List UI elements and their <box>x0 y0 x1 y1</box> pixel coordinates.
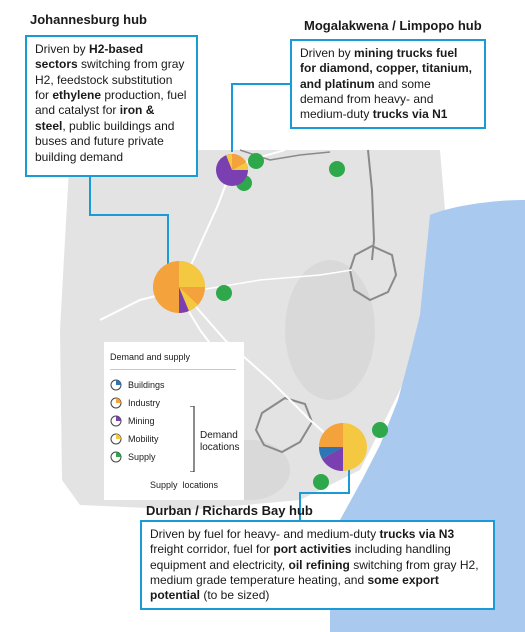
mogalakwena-hub-title: Mogalakwena / Limpopo hub <box>304 18 482 33</box>
legend-pie-icon <box>110 433 122 445</box>
legend-item-mobility: Mobility <box>110 432 159 446</box>
legend-item-mining: Mining <box>110 414 155 428</box>
legend-pie-icon <box>110 379 122 391</box>
supply-dot <box>329 161 345 177</box>
legend-item-buildings: Buildings <box>110 378 165 392</box>
johannesburg-hub-title: Johannesburg hub <box>30 12 147 27</box>
legend-pie-icon <box>110 415 122 427</box>
legend-pie-icon <box>110 451 122 463</box>
supply-dot <box>216 285 232 301</box>
legend: Demand and supply Buildings Industry Minin… <box>104 342 244 500</box>
durban-hub-pie <box>318 423 367 472</box>
johannesburg-hub-callout: Driven by H2-based sectors switching fro… <box>25 35 198 177</box>
supply-dot <box>372 422 388 438</box>
mogalakwena-connector <box>231 83 290 152</box>
legend-title: Demand and supply <box>110 352 191 362</box>
legend-pie-icon <box>110 397 122 409</box>
legend-divider <box>110 369 236 370</box>
legend-demand-locations: Demand locations <box>200 430 240 453</box>
road-n3 <box>189 299 339 446</box>
johannesburg-connector <box>89 175 169 268</box>
terrain-shade <box>285 260 375 400</box>
supply-dot <box>248 153 264 169</box>
durban-connector <box>299 462 350 520</box>
lesotho-border <box>254 396 314 454</box>
supply-dot <box>313 474 329 490</box>
mogalakwena-hub-callout: Driven by mining trucks fuel for diamond… <box>290 39 486 129</box>
legend-item-label: Buildings <box>128 380 165 390</box>
mozambique-border <box>367 149 376 261</box>
legend-supply-locations: Supply locations <box>150 480 219 490</box>
legend-item-label: Supply <box>128 452 156 462</box>
legend-item-industry: Industry <box>110 396 160 410</box>
legend-brace <box>190 406 195 472</box>
durban-hub-callout: Driven by fuel for heavy- and medium-dut… <box>140 520 495 610</box>
legend-item-label: Industry <box>128 398 161 408</box>
durban-hub-title: Durban / Richards Bay hub <box>146 503 313 518</box>
eswatini-border <box>348 244 398 302</box>
mogalakwena-hub-pie <box>216 153 249 186</box>
legend-item-supply: Supply <box>110 450 156 464</box>
road-east <box>199 269 353 291</box>
johannesburg-hub-pie <box>153 261 205 313</box>
legend-item-label: Mobility <box>128 434 159 444</box>
legend-item-label: Mining <box>128 416 155 426</box>
